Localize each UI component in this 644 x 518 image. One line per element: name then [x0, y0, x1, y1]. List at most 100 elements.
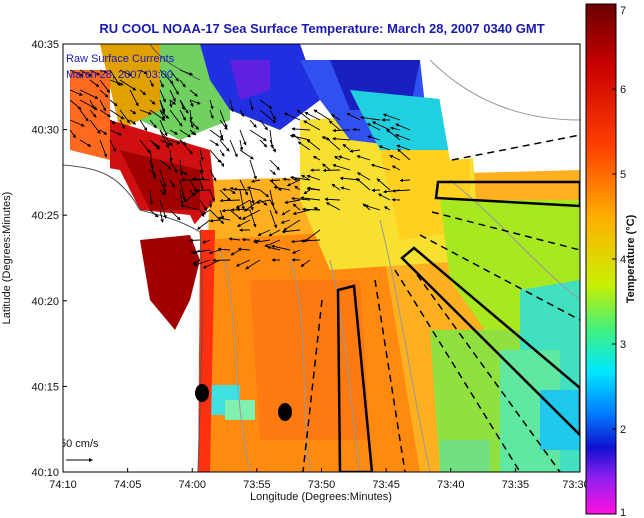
colorbar-ticks: 7 6 5 4 3 2 1 — [612, 3, 626, 518]
current-vector — [306, 186, 321, 191]
current-vector — [356, 155, 371, 161]
current-vector — [239, 189, 245, 211]
current-vector — [199, 149, 204, 161]
current-vector — [259, 99, 273, 109]
current-vector — [313, 109, 331, 121]
current-vector — [312, 156, 321, 161]
current-vector — [352, 127, 361, 132]
current-vector — [300, 259, 311, 267]
current-vector — [179, 79, 186, 88]
current-vector — [284, 199, 301, 205]
current-vector — [292, 209, 311, 216]
current-vector — [249, 99, 254, 111]
current-vector — [340, 186, 351, 191]
current-vector — [395, 123, 411, 131]
current-vector — [189, 119, 199, 130]
current-vector — [259, 139, 268, 148]
station-marker-2 — [278, 403, 292, 421]
current-vector — [399, 178, 411, 183]
current-vector — [245, 259, 261, 270]
y-tick-label: 40:20 — [31, 296, 59, 308]
current-vector — [209, 99, 214, 110]
current-vector — [364, 204, 381, 211]
inset-line-2: March 28, 2007 03:00 — [66, 69, 173, 81]
current-vector — [303, 120, 321, 131]
current-vector — [99, 139, 108, 158]
current-vector — [139, 139, 151, 154]
current-vector — [229, 139, 238, 158]
current-vector — [292, 203, 301, 211]
current-vector — [139, 89, 147, 96]
current-vector — [322, 163, 331, 171]
current-vector — [241, 209, 261, 220]
current-vector — [159, 109, 165, 120]
x-tick-label: 73:50 — [308, 479, 336, 491]
current-vector — [79, 109, 89, 122]
current-vector — [235, 259, 251, 267]
current-vector — [332, 128, 351, 133]
current-vector — [281, 209, 291, 216]
current-vector — [370, 163, 391, 171]
current-vector — [209, 219, 221, 223]
scale-vector-label: 50 cm/s — [60, 438, 99, 450]
current-vector — [119, 69, 133, 76]
current-vector — [209, 189, 215, 203]
current-vector — [228, 237, 241, 241]
current-vector — [219, 129, 224, 139]
current-vector — [328, 120, 341, 131]
current-vector — [239, 109, 245, 118]
y-tick-label: 40:15 — [31, 381, 59, 393]
current-vector — [99, 99, 107, 112]
current-vector — [89, 99, 95, 110]
current-vector — [219, 159, 225, 168]
current-vector — [169, 179, 175, 188]
x-tick-label: 73:40 — [437, 479, 465, 491]
colorbar-label: Temperature (°C) — [625, 214, 637, 303]
current-vector — [189, 99, 201, 105]
current-vector — [149, 209, 159, 218]
current-vector — [280, 219, 291, 224]
current-vector — [249, 129, 267, 142]
current-vector — [199, 169, 205, 182]
current-vector — [195, 188, 211, 193]
current-vector — [382, 113, 401, 121]
current-vector — [221, 208, 231, 213]
current-vector — [109, 119, 116, 125]
current-vector — [219, 198, 241, 203]
current-vector — [159, 209, 164, 223]
current-vector — [199, 209, 205, 218]
current-vector — [69, 69, 84, 77]
current-vector — [269, 178, 281, 183]
current-vector — [149, 169, 156, 176]
current-vector — [397, 148, 411, 161]
current-vector — [99, 69, 108, 74]
current-vector — [239, 149, 254, 160]
x-tick-label: 73:45 — [372, 479, 400, 491]
current-vector — [149, 149, 154, 170]
current-vector — [237, 247, 251, 251]
current-vector — [389, 126, 401, 131]
current-vector — [179, 99, 189, 114]
current-vector — [294, 185, 301, 191]
x-axis-ticks: 74:10 74:05 74:00 73:55 73:50 73:45 73:40 73:35… — [49, 468, 590, 491]
current-vector — [229, 99, 234, 113]
current-vector — [169, 109, 183, 127]
current-vector — [179, 189, 184, 205]
current-vector — [389, 155, 401, 161]
current-vector — [69, 89, 83, 96]
current-vector — [69, 99, 82, 110]
current-vector — [332, 136, 351, 141]
inset-line-1: Raw Surface Currents — [66, 53, 175, 65]
current-vector — [349, 149, 361, 153]
current-vector — [159, 119, 168, 137]
current-vector — [199, 199, 208, 211]
current-vector — [189, 119, 194, 129]
current-vectors — [69, 69, 411, 270]
current-vector — [269, 109, 276, 120]
current-vector — [376, 178, 391, 191]
current-vector — [269, 139, 276, 153]
current-vector — [159, 179, 167, 193]
current-vector — [149, 139, 160, 150]
colorbar-tick-label: 1 — [620, 507, 626, 518]
